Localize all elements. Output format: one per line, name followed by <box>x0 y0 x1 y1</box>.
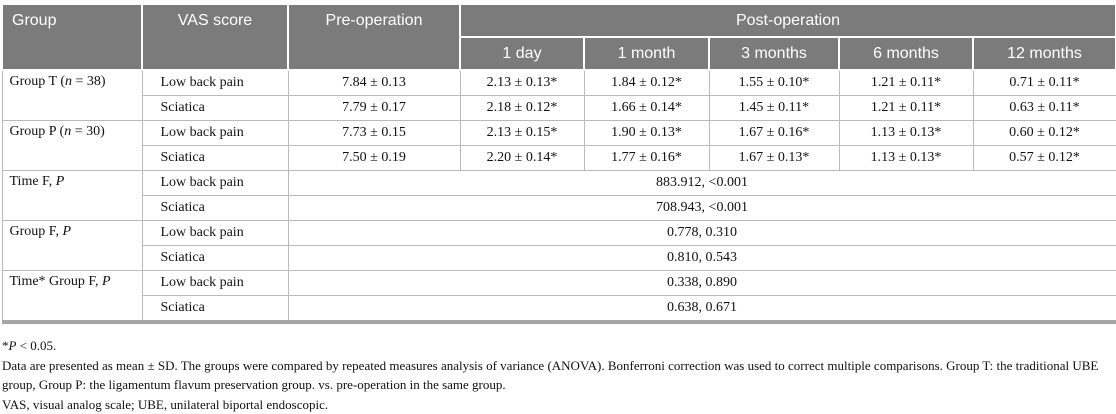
cell-post-1month: 1.66 ± 0.14* <box>583 95 710 121</box>
header-row-2: 1 day 1 month 3 months 6 months 12 month… <box>2 36 1116 71</box>
cell-post-1day: 2.13 ± 0.15* <box>459 120 585 146</box>
cell-stat-group-lowback: 0.778, 0.310 <box>287 220 1116 246</box>
cell-vas-type: Sciatica <box>141 295 289 323</box>
header-1-month: 1 month <box>583 36 710 71</box>
header-row-1: Group VAS score Pre-operation Post-opera… <box>1 3 1116 71</box>
row-label-text: Group P ( <box>9 124 65 139</box>
row-label-group-f-p: Group F, P <box>1 220 143 271</box>
cell-post-1day: 2.20 ± 0.14* <box>459 145 585 171</box>
header-group: Group <box>1 3 143 71</box>
row-label-text: Group T ( <box>9 74 65 89</box>
table-row: Group F, P Low back pain 0.778, 0.310 <box>1 220 1116 271</box>
cell-post-1month: 1.84 ± 0.12* <box>583 69 710 96</box>
row-label-text: = 38) <box>71 74 106 89</box>
row-label-text: Time F, <box>9 174 56 189</box>
cell-post-6months: 1.21 ± 0.11* <box>838 95 974 121</box>
footnote-significance: *P < 0.05. <box>2 336 1116 355</box>
cell-stat-interaction-lowback: 0.338, 0.890 <box>287 270 1116 296</box>
table-row: Sciatica 7.50 ± 0.19 2.20 ± 0.14* 1.77 ±… <box>2 145 1116 171</box>
table-row: Sciatica 7.79 ± 0.17 2.18 ± 0.12* 1.66 ±… <box>2 95 1116 121</box>
cell-pre-op: 7.84 ± 0.13 <box>287 69 461 96</box>
cell-post-1month: 1.77 ± 0.16* <box>583 145 710 171</box>
row-label-italic: n <box>64 74 72 89</box>
cell-post-1day: 2.18 ± 0.12* <box>459 95 585 121</box>
cell-post-3months: 1.67 ± 0.13* <box>708 145 840 171</box>
table-row: Sciatica 0.638, 0.671 <box>2 295 1116 323</box>
row-label-italic: P <box>102 274 111 289</box>
row-label-group-t: Group T (n = 38) <box>1 69 143 121</box>
cell-post-6months: 1.21 ± 0.11* <box>838 69 974 96</box>
table-row: Sciatica 708.943, <0.001 <box>2 195 1116 221</box>
table-row: Sciatica 0.810, 0.543 <box>2 245 1116 271</box>
footnote-text: < 0.05. <box>16 338 57 353</box>
cell-vas-type: Low back pain <box>141 270 289 296</box>
cell-post-1day: 2.13 ± 0.13* <box>459 69 585 96</box>
header-post-operation: Post-operation <box>459 3 1116 38</box>
row-label-time-group-f-p: Time* Group F, P <box>1 270 143 323</box>
cell-post-12months: 0.71 ± 0.11* <box>972 69 1116 96</box>
row-label-italic: P <box>62 224 71 239</box>
cell-stat-interaction-sciatica: 0.638, 0.671 <box>287 295 1116 323</box>
header-12-months: 12 months <box>972 36 1116 71</box>
cell-post-3months: 1.45 ± 0.11* <box>708 95 840 121</box>
cell-post-12months: 0.60 ± 0.12* <box>972 120 1116 146</box>
table-row: Time F, P Low back pain 883.912, <0.001 <box>1 170 1116 221</box>
footnote-methods: Data are presented as mean ± SD. The gro… <box>2 358 1099 392</box>
cell-vas-type: Low back pain <box>141 170 289 196</box>
cell-post-6months: 1.13 ± 0.13* <box>838 120 974 146</box>
row-label-italic: P <box>55 174 65 189</box>
header-1-day: 1 day <box>459 36 585 71</box>
cell-vas-type: Sciatica <box>141 195 289 221</box>
header-3-months: 3 months <box>708 36 840 71</box>
cell-post-12months: 0.63 ± 0.11* <box>972 95 1116 121</box>
row-label-group-p: Group P (n = 30) <box>1 120 143 171</box>
cell-vas-type: Low back pain <box>141 220 289 246</box>
row-label-text: Group F, <box>9 224 63 239</box>
row-label-italic: n <box>64 124 72 139</box>
row-label-time-f-p: Time F, P <box>1 170 143 221</box>
cell-post-3months: 1.67 ± 0.16* <box>708 120 840 146</box>
header-6-months: 6 months <box>838 36 974 71</box>
cell-post-1month: 1.90 ± 0.13* <box>583 120 710 146</box>
cell-vas-type: Low back pain <box>141 120 289 146</box>
table-row: Group P (n = 30) Low back pain 7.73 ± 0.… <box>1 120 1116 171</box>
vas-score-table: Group VAS score Pre-operation Post-opera… <box>1 3 1116 324</box>
cell-vas-type: Sciatica <box>141 145 289 171</box>
header-pre-operation: Pre-operation <box>287 3 461 71</box>
footnote-abbreviations: VAS, visual analog scale; UBE, unilatera… <box>2 397 329 412</box>
cell-post-12months: 0.57 ± 0.12* <box>972 145 1116 171</box>
cell-pre-op: 7.73 ± 0.15 <box>287 120 461 146</box>
cell-stat-time-sciatica: 708.943, <0.001 <box>287 195 1116 221</box>
row-label-text: Time* Group F, <box>9 274 102 289</box>
footnote-text: * <box>2 338 9 353</box>
table-row: Time* Group F, P Low back pain 0.338, 0.… <box>1 270 1116 323</box>
cell-pre-op: 7.50 ± 0.19 <box>287 145 461 171</box>
table-row: Group T (n = 38) Low back pain 7.84 ± 0.… <box>1 69 1116 121</box>
cell-stat-group-sciatica: 0.810, 0.543 <box>287 245 1116 271</box>
row-label-text: = 30) <box>71 124 105 139</box>
cell-vas-type: Low back pain <box>141 69 289 96</box>
cell-post-6months: 1.13 ± 0.13* <box>838 145 974 171</box>
table-footnotes: *P < 0.05. Data are presented as mean ± … <box>2 336 1116 414</box>
header-vas-score: VAS score <box>141 3 289 71</box>
cell-vas-type: Sciatica <box>141 95 289 121</box>
cell-post-3months: 1.55 ± 0.10* <box>708 69 840 96</box>
cell-stat-time-lowback: 883.912, <0.001 <box>287 170 1116 196</box>
cell-pre-op: 7.79 ± 0.17 <box>287 95 461 121</box>
cell-vas-type: Sciatica <box>141 245 289 271</box>
footnote-italic: P <box>8 338 17 353</box>
